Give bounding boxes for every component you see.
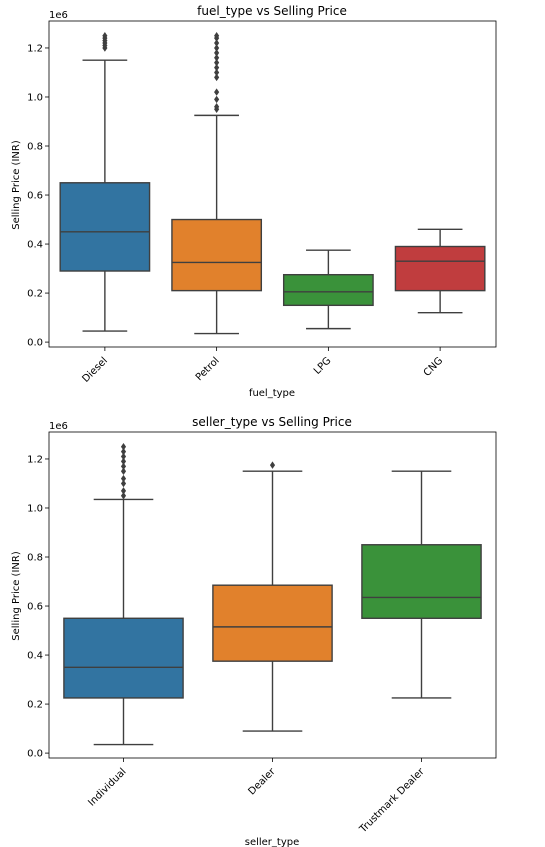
- x-axis-label: fuel_type: [249, 388, 295, 399]
- box-diesel: [59, 31, 151, 332]
- box-body: [63, 617, 184, 699]
- y-axis-label: Selling Price (INR): [11, 551, 22, 641]
- box-dealer: [212, 461, 333, 732]
- outlier-point: [214, 44, 220, 52]
- chart-title: fuel_type vs Selling Price: [197, 4, 347, 18]
- x-tick-label: CNG: [422, 355, 445, 378]
- x-tick-label: LPG: [312, 355, 333, 376]
- box-body: [361, 544, 482, 619]
- x-tick-label: Petrol: [194, 355, 222, 383]
- x-ticks: Individual Dealer Trustmark Dealer: [86, 758, 427, 836]
- outlier-point: [214, 73, 220, 82]
- chart-title: seller_type vs Selling Price: [192, 415, 352, 429]
- box-body: [282, 273, 374, 307]
- x-tick-label: Diesel: [80, 355, 110, 385]
- y-tick-label: 0.2: [27, 700, 43, 711]
- outlier-point: [214, 63, 220, 72]
- outlier-point: [214, 49, 220, 57]
- y-ticks: 0.0 0.2 0.4 0.6 0.8 1.0 1.2: [27, 454, 49, 760]
- outlier-point: [214, 68, 220, 77]
- outlier-point: [269, 461, 276, 469]
- box-body: [212, 584, 333, 662]
- box-body: [171, 218, 263, 292]
- outlier-point: [214, 88, 220, 96]
- box-cng: [394, 228, 486, 314]
- box-marks: [59, 31, 486, 335]
- outlier-point: [214, 103, 220, 111]
- y-tick-label: 0.0: [27, 749, 43, 760]
- x-axis-label: seller_type: [245, 837, 300, 847]
- plot-frame: [48, 20, 497, 348]
- outlier-point: [120, 457, 127, 466]
- y-tick-label: 1.2: [27, 43, 43, 54]
- y-tick-label: 0.6: [27, 602, 43, 613]
- outlier-point: [214, 58, 220, 67]
- box-marks: [63, 442, 482, 746]
- outlier-point: [120, 487, 127, 495]
- box-trustmark-dealer: [361, 470, 482, 699]
- y-tick-label: 1.2: [27, 454, 43, 465]
- outlier-point: [214, 31, 220, 40]
- box-body: [394, 245, 486, 292]
- y-tick-label: 0.4: [27, 651, 43, 662]
- outlier-point: [120, 462, 127, 471]
- offset-label: 1e6: [49, 421, 68, 432]
- outlier-point: [120, 447, 127, 456]
- outlier-point: [120, 452, 127, 461]
- chart-fuel-type: fuel_type vs Selling Price 1e6 Selling P…: [11, 4, 497, 399]
- box-individual: [63, 442, 184, 746]
- outlier-point: [102, 31, 108, 40]
- offset-label: 1e6: [49, 10, 68, 21]
- chart-seller-type: seller_type vs Selling Price 1e6 Selling…: [11, 415, 497, 847]
- y-tick-label: 0.8: [27, 553, 43, 564]
- x-tick-label: Individual: [86, 766, 128, 808]
- y-tick-label: 1.0: [27, 92, 43, 103]
- y-tick-label: 0.2: [27, 289, 43, 300]
- box-lpg: [282, 249, 374, 330]
- y-axis-label: Selling Price (INR): [11, 140, 22, 230]
- y-tick-label: 1.0: [27, 503, 43, 514]
- outlier-point: [120, 442, 127, 451]
- x-tick-label: Trustmark Dealer: [357, 766, 427, 836]
- x-ticks: Diesel Petrol LPG CNG: [80, 347, 445, 385]
- x-tick-label: Dealer: [246, 766, 278, 798]
- outlier-point: [214, 95, 220, 104]
- outlier-point: [120, 467, 127, 475]
- outlier-point: [120, 474, 127, 483]
- y-tick-label: 0.4: [27, 240, 43, 251]
- plot-frame: [48, 431, 497, 759]
- outlier-point: [120, 479, 127, 488]
- box-body: [59, 182, 151, 272]
- outlier-point: [120, 491, 127, 500]
- outlier-point: [214, 54, 220, 62]
- y-tick-label: 0.0: [27, 338, 43, 349]
- outlier-point: [214, 39, 220, 47]
- y-tick-label: 0.6: [27, 191, 43, 202]
- box-petrol: [171, 31, 263, 335]
- y-ticks: 0.0 0.2 0.4 0.6 0.8 1.0 1.2: [27, 43, 49, 349]
- y-tick-label: 0.8: [27, 142, 43, 153]
